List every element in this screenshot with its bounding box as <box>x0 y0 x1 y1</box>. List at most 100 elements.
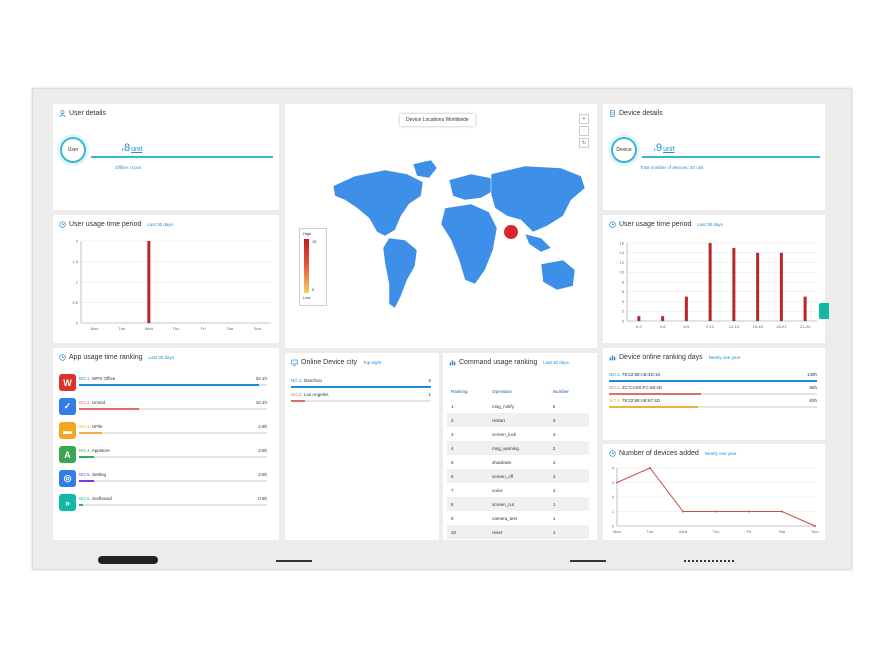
app-rank: NO.3. <box>79 424 91 429</box>
table-cell: 2 <box>548 441 589 455</box>
line-point[interactable] <box>616 481 618 484</box>
bar[interactable] <box>803 296 807 321</box>
app-progress-bar <box>79 456 95 458</box>
app-row[interactable]: » NO.6. Surfboard 0.6h <box>59 492 267 514</box>
table-cell: 1 <box>451 403 454 409</box>
devices-added-chart: 0 1 2 3 4 Mon Tue Wed Thu Fri Sat Sun <box>612 465 819 534</box>
zoom-out-button[interactable]: - <box>579 126 589 136</box>
row-track <box>291 400 431 402</box>
x-tick-label: 6-9 <box>683 324 690 329</box>
table-cell: 5 <box>552 403 556 409</box>
bar[interactable] <box>684 296 688 321</box>
table-cell: 1 <box>548 497 589 511</box>
table-row[interactable]: 5 shutdown 2 <box>447 455 589 469</box>
china-hotspot[interactable] <box>504 225 518 239</box>
panel-title: User usage time period <box>69 221 142 228</box>
bar[interactable] <box>147 241 151 323</box>
southeast-asia <box>524 233 552 253</box>
device-details-panel: Device details Device ◖9unit Total numbe… <box>603 104 825 210</box>
row-value: 148h <box>806 372 817 377</box>
app-rank: NO.2. <box>79 400 91 405</box>
app-usage-value: 3.5h <box>258 472 267 477</box>
app-row[interactable]: A NO.4. Appstore 3.5h <box>59 444 267 466</box>
row-name: 2C:C3:E6:FC:88:2D <box>622 385 663 390</box>
table-row[interactable]: 1 msg_notify 5 <box>447 399 589 413</box>
bar[interactable] <box>732 247 736 321</box>
online-city-panel: Online Device city Top eight NO.1. Danzho… <box>285 353 439 540</box>
world-map[interactable] <box>285 104 597 348</box>
y-tick-label: 4 <box>612 465 615 470</box>
app-usage-value: 4.9h <box>258 424 267 429</box>
reset-icon[interactable]: ↻ <box>579 138 589 148</box>
y-tick-label: 14 <box>620 250 625 255</box>
greenland <box>412 159 438 179</box>
panel-title: User details <box>69 110 106 117</box>
speaker-icon: ◖ <box>653 147 657 153</box>
table-cell: 2 <box>447 413 489 427</box>
legend-gradient <box>304 239 309 293</box>
europe <box>448 173 496 201</box>
column-header: Operation <box>492 388 512 394</box>
table-row[interactable]: 2 restart 3 <box>447 413 589 427</box>
bar[interactable] <box>779 252 783 321</box>
row-bar <box>609 406 699 408</box>
table-row[interactable]: 8 screen_cut 1 <box>447 497 589 511</box>
ranking-row[interactable]: NO.1. 78:22:88:AB:4D:18 148h <box>609 372 817 385</box>
line-point[interactable] <box>649 467 651 469</box>
x-tick-label: Mon <box>91 326 99 331</box>
ranking-row[interactable]: NO.3. 78:22:88:AB:67:4D 63h <box>609 398 817 411</box>
side-float-button[interactable] <box>819 303 829 319</box>
zoom-in-button[interactable]: + <box>579 114 589 124</box>
table-cell: reset <box>488 525 549 539</box>
panel-title: Number of devices added <box>619 450 699 457</box>
table-row[interactable]: 9 camera_test 1 <box>447 511 589 525</box>
table-row[interactable]: 4 msg_warning 2 <box>447 441 589 455</box>
row-bar <box>291 386 431 388</box>
app-rank: NO.5. <box>79 472 91 477</box>
app-row[interactable]: ▬ NO.3. UFile 4.9h <box>59 420 267 442</box>
line-point[interactable] <box>682 510 684 513</box>
y-tick-label: 1 <box>612 509 615 514</box>
line-point[interactable] <box>748 510 750 513</box>
column-header: Ranking <box>451 388 468 394</box>
taskbar-left[interactable] <box>98 556 158 564</box>
bar[interactable] <box>637 316 641 321</box>
row-name: Los Angeles <box>304 392 329 397</box>
line-point[interactable] <box>814 525 816 527</box>
monitor-icon <box>291 359 298 366</box>
bar[interactable] <box>756 252 760 321</box>
line-point[interactable] <box>781 510 783 513</box>
app-row[interactable]: ◎ NO.5. Setting 3.5h <box>59 468 267 490</box>
bar[interactable] <box>708 243 712 321</box>
app-name: Umind <box>92 400 106 405</box>
speaker-icon: ◖ <box>121 147 125 153</box>
bar-chart-icon <box>449 359 456 366</box>
user-count: ◖8unit <box>121 142 143 154</box>
ranking-row[interactable]: NO.2. Los Angeles 1 <box>291 392 431 406</box>
x-tick-label: Sat <box>779 529 786 534</box>
x-tick-label: 15-18 <box>753 324 764 329</box>
table-row[interactable]: 10 reset 1 <box>447 525 589 539</box>
app-icon: W <box>59 374 76 391</box>
y-tick-label: 8 <box>622 279 625 284</box>
row-value: 5 <box>428 378 431 383</box>
ranking-row[interactable]: NO.2. 2C:C3:E6:FC:88:2D 65h <box>609 385 817 398</box>
app-icon: » <box>59 494 76 511</box>
table-cell: 10 <box>447 525 489 539</box>
table-cell: camera_test <box>492 515 517 521</box>
x-tick-label: 9-12 <box>706 324 715 329</box>
table-row[interactable]: 3 screen_lock 3 <box>447 427 589 441</box>
bar-chart-icon <box>609 354 616 361</box>
line-point[interactable] <box>715 510 717 513</box>
app-progress-bar <box>79 504 83 506</box>
y-tick-label: 0 <box>612 523 615 528</box>
app-progress-bar <box>79 384 260 386</box>
app-row[interactable]: W NO.1. WPS Office 32.1h <box>59 372 267 394</box>
table-row[interactable]: 7 voice 2 <box>447 483 589 497</box>
device-count: ◖9unit <box>653 142 675 154</box>
bar[interactable] <box>661 316 665 321</box>
user-usage-chart: 0 0.5 1 1.5 2 Mon Tue Wed Thu Fri Sat Sun <box>72 238 271 331</box>
table-row[interactable]: 6 screen_off 2 <box>447 469 589 483</box>
ranking-row[interactable]: NO.1. Danzhou 5 <box>291 378 431 392</box>
app-row[interactable]: ✓ NO.2. Umind 10.1h <box>59 396 267 418</box>
